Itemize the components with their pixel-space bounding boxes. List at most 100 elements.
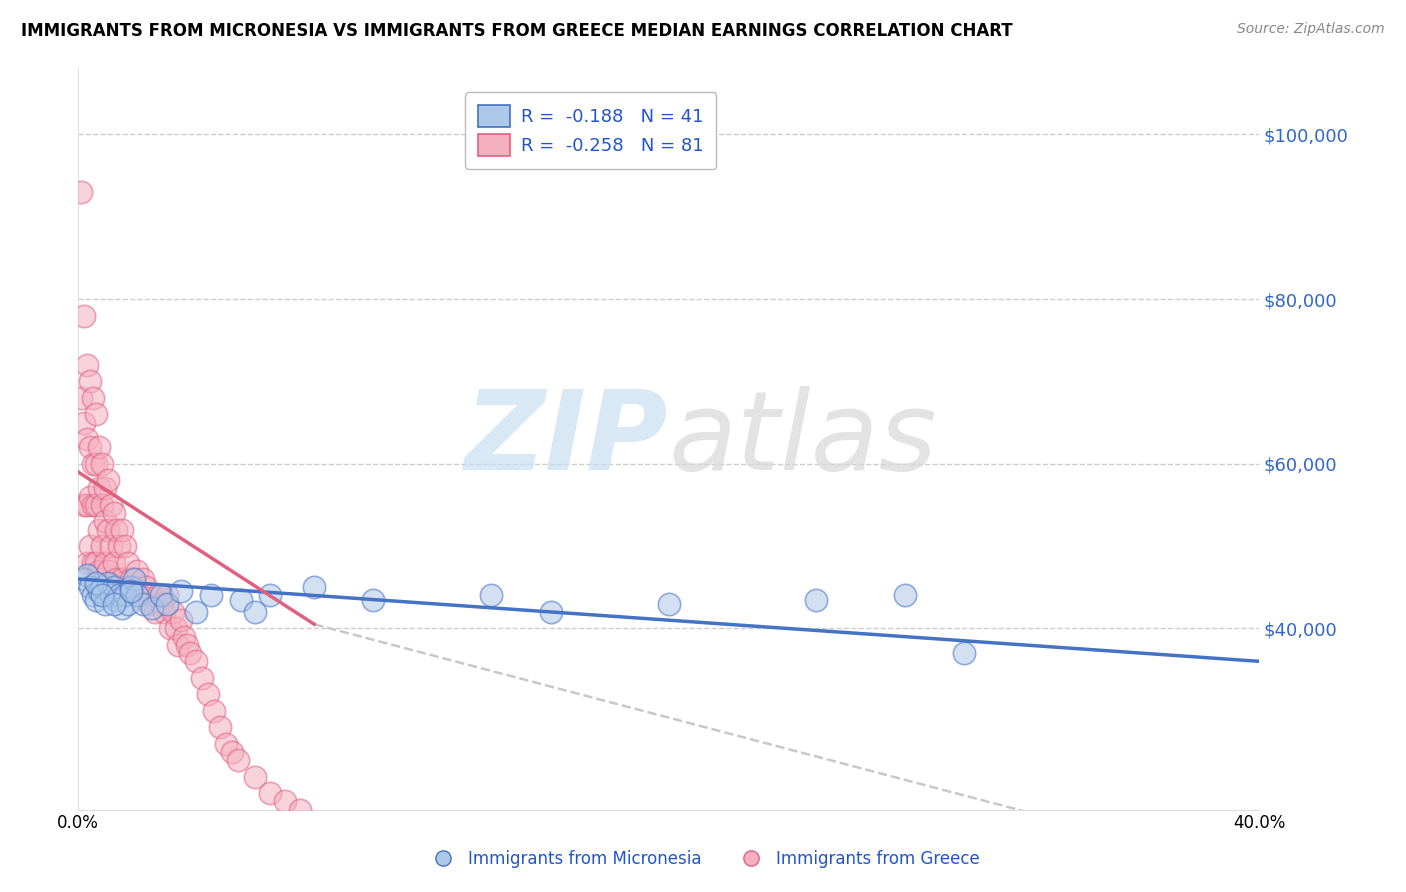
Point <box>179 646 201 660</box>
Point <box>79 440 101 454</box>
Point <box>170 584 193 599</box>
Point <box>159 621 181 635</box>
Point <box>73 309 96 323</box>
Point <box>84 556 107 570</box>
Point <box>76 358 98 372</box>
Point <box>146 589 169 603</box>
Point <box>84 592 107 607</box>
Point <box>90 539 112 553</box>
Point <box>114 580 136 594</box>
Text: atlas: atlas <box>669 385 938 492</box>
Point <box>111 572 134 586</box>
Point <box>87 564 110 578</box>
Point <box>363 592 385 607</box>
Point <box>129 589 152 603</box>
Point <box>122 580 145 594</box>
Text: ZIP: ZIP <box>465 385 669 492</box>
Point <box>132 597 155 611</box>
Point <box>658 597 681 611</box>
Point <box>82 457 104 471</box>
Point <box>82 498 104 512</box>
Point <box>93 597 115 611</box>
Point <box>87 440 110 454</box>
Point <box>894 589 917 603</box>
Point <box>156 589 179 603</box>
Point <box>197 687 219 701</box>
Point <box>76 432 98 446</box>
Point <box>149 589 172 603</box>
Point <box>120 580 142 594</box>
Point <box>245 770 267 784</box>
Point <box>90 457 112 471</box>
Point <box>73 572 96 586</box>
Point <box>117 556 139 570</box>
Point <box>127 564 149 578</box>
Point <box>162 605 184 619</box>
Point <box>333 819 356 833</box>
Point <box>186 654 208 668</box>
Point <box>73 416 96 430</box>
Point <box>229 592 252 607</box>
Point <box>82 589 104 603</box>
Point <box>173 630 195 644</box>
Text: Source: ZipAtlas.com: Source: ZipAtlas.com <box>1237 22 1385 37</box>
Point <box>76 567 98 582</box>
Point <box>76 498 98 512</box>
Point <box>70 185 93 199</box>
Point <box>156 597 179 611</box>
Point <box>288 803 311 817</box>
Point <box>215 737 238 751</box>
Point <box>87 482 110 496</box>
Point <box>141 589 163 603</box>
Point <box>84 576 107 591</box>
Point <box>304 580 326 594</box>
Point <box>111 523 134 537</box>
Point <box>274 794 297 808</box>
Text: IMMIGRANTS FROM MICRONESIA VS IMMIGRANTS FROM GREECE MEDIAN EARNINGS CORRELATION: IMMIGRANTS FROM MICRONESIA VS IMMIGRANTS… <box>21 22 1012 40</box>
Point <box>481 589 503 603</box>
Point <box>105 572 128 586</box>
Point <box>103 597 125 611</box>
Point <box>105 523 128 537</box>
Point <box>208 720 231 734</box>
Point <box>103 580 125 594</box>
Point <box>76 556 98 570</box>
Point <box>111 600 134 615</box>
Point <box>84 457 107 471</box>
Point <box>108 589 131 603</box>
Point <box>90 498 112 512</box>
Point <box>105 592 128 607</box>
Point <box>114 539 136 553</box>
Point <box>259 786 281 800</box>
Point <box>135 580 157 594</box>
Point <box>93 482 115 496</box>
Point <box>97 576 120 591</box>
Point <box>87 584 110 599</box>
Point <box>540 605 562 619</box>
Point <box>100 498 122 512</box>
Point <box>167 638 190 652</box>
Point <box>138 597 160 611</box>
Point <box>97 564 120 578</box>
Legend: R =  -0.188   N = 41, R =  -0.258   N = 81: R = -0.188 N = 41, R = -0.258 N = 81 <box>465 93 716 169</box>
Point <box>176 638 198 652</box>
Point <box>97 523 120 537</box>
Point <box>90 580 112 594</box>
Point <box>108 589 131 603</box>
Point <box>152 605 174 619</box>
Point <box>93 514 115 528</box>
Point <box>170 613 193 627</box>
Point <box>79 375 101 389</box>
Point <box>84 498 107 512</box>
Point <box>100 589 122 603</box>
Point <box>79 490 101 504</box>
Point <box>806 592 828 607</box>
Point <box>97 473 120 487</box>
Point <box>120 572 142 586</box>
Point <box>122 572 145 586</box>
Legend: Immigrants from Micronesia, Immigrants from Greece: Immigrants from Micronesia, Immigrants f… <box>419 844 987 875</box>
Point <box>108 539 131 553</box>
Point <box>127 589 149 603</box>
Point <box>165 621 187 635</box>
Point <box>82 391 104 405</box>
